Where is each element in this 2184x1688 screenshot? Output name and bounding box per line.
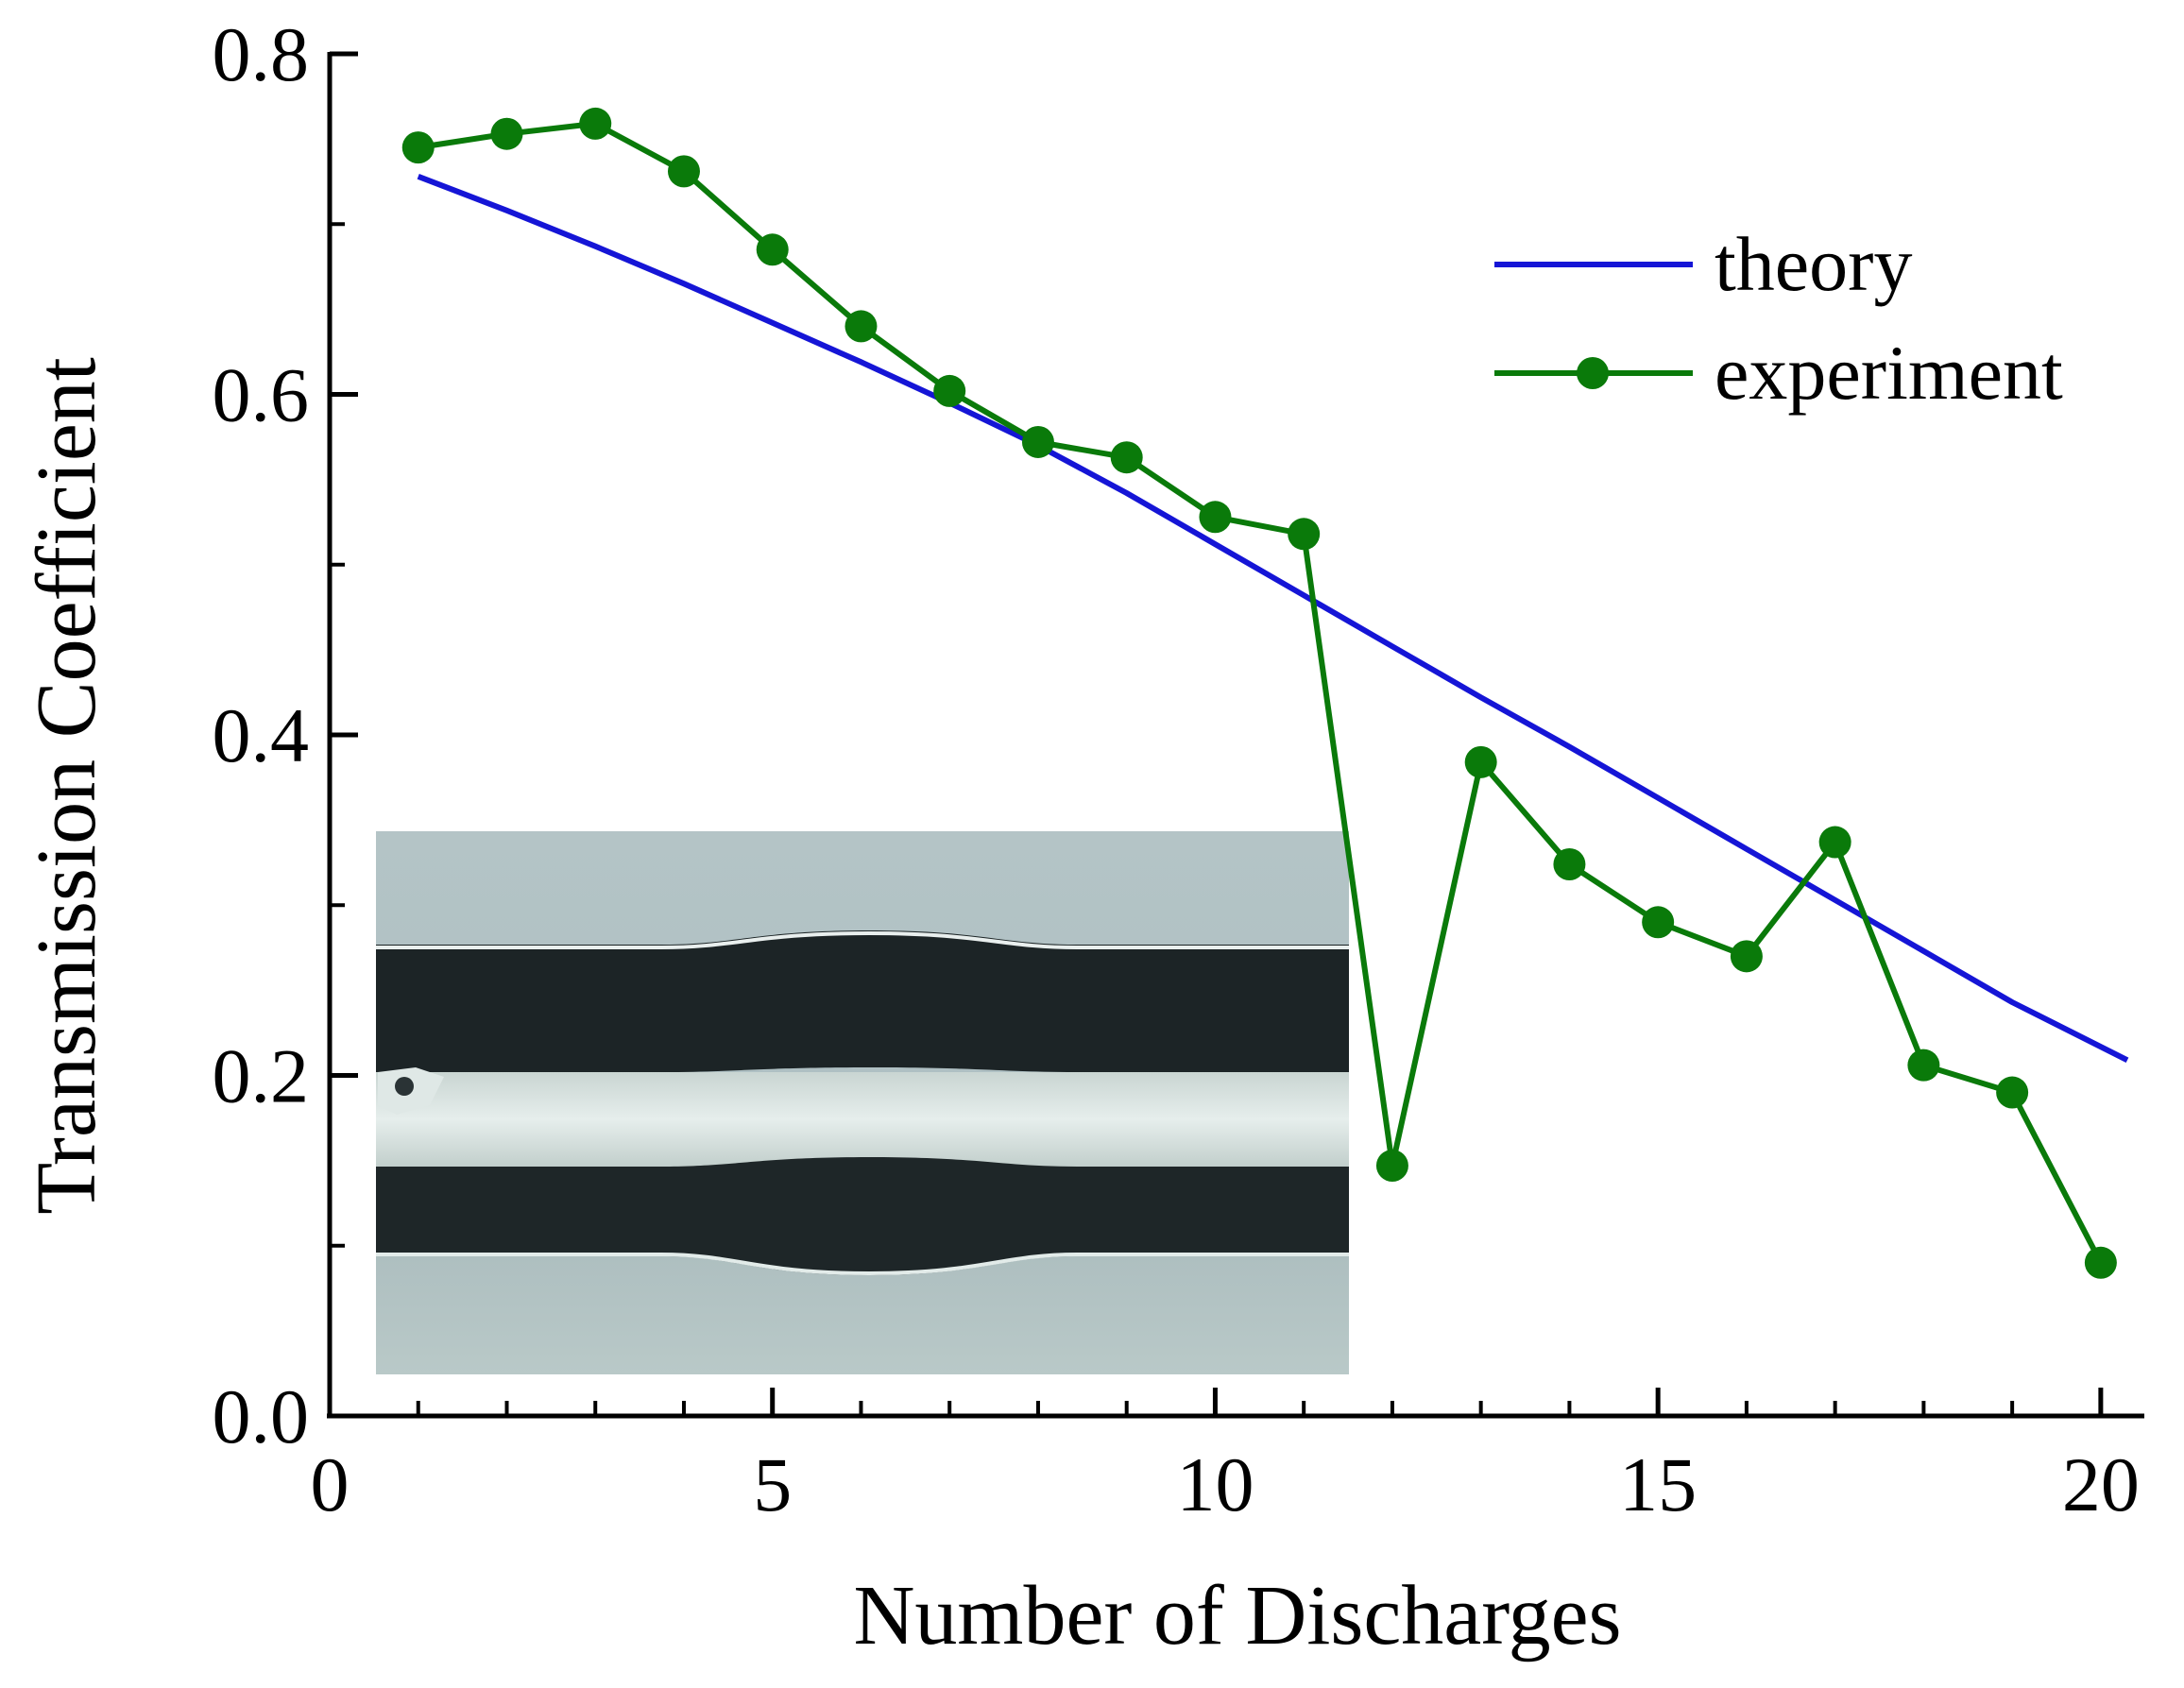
series-experiment-point bbox=[1818, 826, 1851, 859]
series-experiment-line bbox=[418, 120, 2104, 1265]
y-tick-label: 0.4 bbox=[213, 692, 310, 778]
inset-fiber-image bbox=[376, 831, 1349, 1374]
legend: theory experiment bbox=[1494, 221, 2063, 416]
legend-experiment-marker bbox=[1577, 357, 1609, 389]
x-tick-label: 10 bbox=[1176, 1441, 1254, 1527]
series-experiment-point bbox=[1021, 425, 1054, 458]
series-experiment-point bbox=[1464, 745, 1497, 778]
x-tick-label: 20 bbox=[2062, 1441, 2140, 1527]
series-experiment-point bbox=[2084, 1246, 2117, 1279]
y-tick-label: 0.8 bbox=[213, 11, 310, 97]
series-experiment-point bbox=[845, 310, 878, 343]
legend-experiment-label: experiment bbox=[1715, 330, 2063, 416]
series-experiment-point bbox=[1907, 1049, 1940, 1082]
series-experiment-point bbox=[1199, 501, 1232, 534]
series-layer bbox=[401, 107, 2129, 1279]
series-experiment-point bbox=[756, 233, 789, 266]
series-experiment-point bbox=[1996, 1076, 2029, 1109]
series-experiment-point bbox=[1110, 441, 1143, 474]
series-experiment-point bbox=[579, 107, 612, 140]
series-experiment-point bbox=[933, 374, 966, 407]
x-tick-label: 0 bbox=[311, 1441, 350, 1527]
ticks bbox=[327, 51, 2104, 1419]
series-experiment-point bbox=[401, 131, 435, 164]
series-experiment-point bbox=[1730, 940, 1763, 973]
series-experiment-point bbox=[1375, 1150, 1408, 1183]
x-tick-label: 5 bbox=[753, 1441, 792, 1527]
x-axis-title: Number of Discharges bbox=[853, 1569, 1621, 1662]
y-tick-label: 0.0 bbox=[213, 1373, 310, 1459]
series-experiment-point bbox=[667, 155, 700, 188]
y-tick-label: 0.6 bbox=[213, 352, 310, 438]
series-experiment-point bbox=[1288, 518, 1321, 551]
series-theory-line bbox=[417, 173, 2129, 1063]
tick-labels: 0.0 0.2 0.4 0.6 0.8 0 5 10 15 20 bbox=[213, 11, 2140, 1527]
series-experiment-point bbox=[1642, 906, 1675, 939]
legend-theory-label: theory bbox=[1715, 221, 1912, 307]
x-tick-label: 15 bbox=[1619, 1441, 1697, 1527]
y-tick-label: 0.2 bbox=[213, 1033, 310, 1119]
series-experiment-point bbox=[1553, 847, 1586, 880]
series-experiment-point bbox=[490, 117, 523, 150]
y-axis-title: Transmission Coefficient bbox=[20, 357, 113, 1215]
